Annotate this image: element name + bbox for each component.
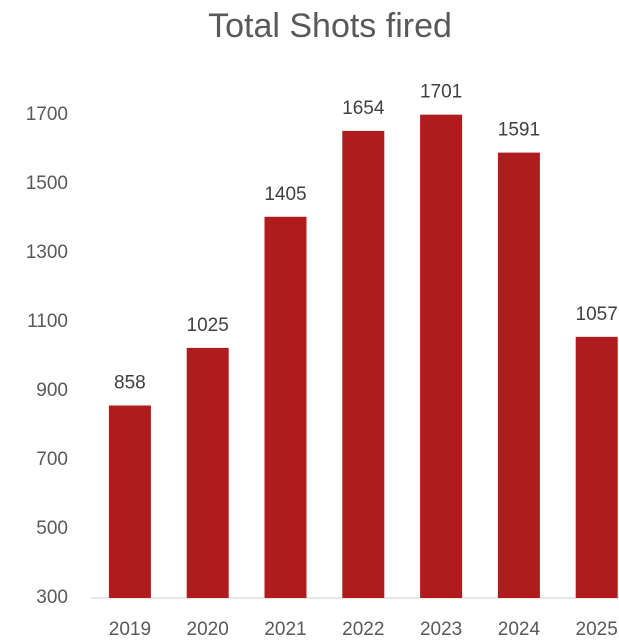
x-tick-label: 2019 xyxy=(109,619,151,640)
data-label: 1701 xyxy=(420,82,462,103)
y-tick-label: 300 xyxy=(36,587,68,608)
y-tick-label: 1500 xyxy=(26,173,68,194)
x-tick-label: 2024 xyxy=(498,619,541,640)
y-tick-label: 500 xyxy=(36,518,68,539)
y-tick-label: 700 xyxy=(36,449,68,470)
chart-title: Total Shots fired xyxy=(208,7,452,45)
x-tick-label: 2022 xyxy=(342,619,384,640)
y-tick-label: 1300 xyxy=(26,242,68,263)
bar xyxy=(108,405,151,598)
bar xyxy=(264,216,307,598)
x-tick-label: 2025 xyxy=(576,619,618,640)
y-tick-label: 900 xyxy=(36,380,68,401)
y-tick-label: 1100 xyxy=(27,311,68,332)
data-label: 1591 xyxy=(498,120,540,141)
bar xyxy=(420,114,463,598)
data-label: 1025 xyxy=(187,315,229,336)
x-tick-label: 2023 xyxy=(420,619,462,640)
data-label: 858 xyxy=(114,373,146,394)
data-label: 1405 xyxy=(264,184,306,205)
bar xyxy=(497,152,540,599)
x-tick-label: 2020 xyxy=(187,619,229,640)
data-label: 1654 xyxy=(342,98,385,119)
y-tick-label: 1700 xyxy=(26,104,68,125)
data-label: 1057 xyxy=(576,304,618,325)
x-tick-label: 2021 xyxy=(264,619,306,640)
bar xyxy=(575,336,618,598)
bar xyxy=(186,347,229,598)
bar xyxy=(342,130,385,598)
